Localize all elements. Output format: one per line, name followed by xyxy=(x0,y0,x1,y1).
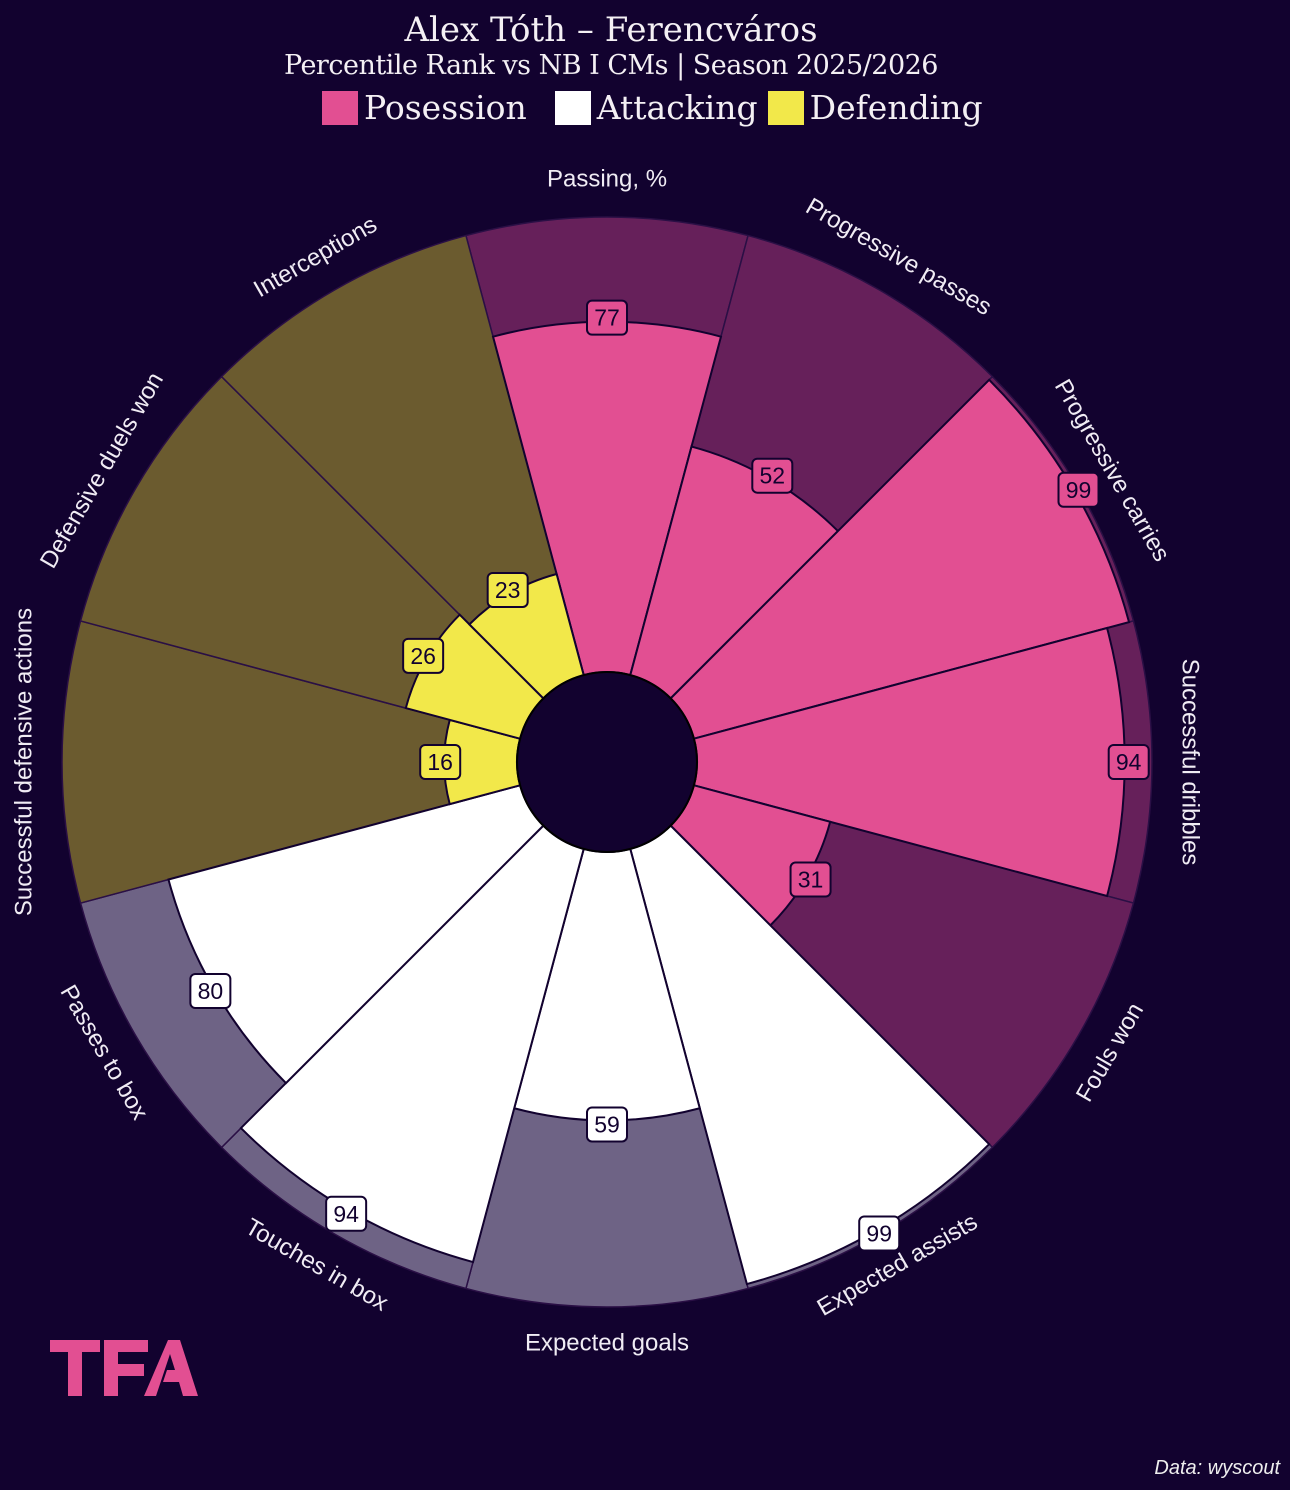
value-label-defensive-duels-won: 26 xyxy=(410,643,436,669)
category-label-passing: Passing, % xyxy=(547,165,667,192)
value-label-progressive-passes: 52 xyxy=(760,463,786,489)
value-label-box-fouls-won xyxy=(789,861,832,898)
value-label-box-touches-in-box xyxy=(325,1195,368,1232)
value-label-interceptions: 23 xyxy=(495,577,521,603)
legend-item-posession: Posession xyxy=(322,88,527,127)
legend-item-defending: Defending xyxy=(767,88,983,127)
value-label-box-defensive-duels-won xyxy=(402,637,445,674)
value-label-box-progressive-carries xyxy=(1057,471,1100,508)
value-label-box-expected-goals xyxy=(586,1106,628,1143)
data-source: Data: wyscout xyxy=(1154,1457,1280,1479)
value-label-box-successful-defensive-actions xyxy=(419,744,462,780)
value-label-box-expected-assists xyxy=(858,1215,901,1252)
value-label-expected-assists: 99 xyxy=(866,1221,892,1247)
value-label-passes-to-box: 80 xyxy=(198,978,224,1004)
value-label-box-passing xyxy=(586,299,628,336)
legend-item-attacking: Attacking xyxy=(554,88,758,127)
value-label-touches-in-box: 94 xyxy=(333,1201,359,1227)
legend-swatch-posession xyxy=(322,90,358,125)
value-label-fouls-won: 31 xyxy=(798,867,824,893)
chart-title: Alex Tóth – Ferencváros xyxy=(404,10,818,50)
value-label-box-successful-dribbles xyxy=(1107,744,1150,780)
category-label-expected-goals: Expected goals xyxy=(525,1329,689,1356)
legend-label: Attacking xyxy=(596,88,758,127)
value-label-successful-dribbles: 94 xyxy=(1116,749,1142,775)
legend-swatch-defending xyxy=(767,90,804,125)
category-label-successful-defensive-actions: Successful defensive actions xyxy=(10,608,37,916)
legend-label: Posession xyxy=(364,88,527,127)
legend-swatch-attacking xyxy=(554,90,591,125)
value-label-box-interceptions xyxy=(486,571,529,608)
value-label-successful-defensive-actions: 16 xyxy=(427,749,453,775)
category-label-successful-dribbles: Successful dribbles xyxy=(1177,659,1204,866)
chart-subtitle: Percentile Rank vs NB I CMs | Season 202… xyxy=(284,50,938,81)
legend: Posession Attacking Defending xyxy=(322,88,1011,127)
center-circle xyxy=(516,671,698,853)
tfa-logo xyxy=(50,1340,198,1396)
value-label-box-passes-to-box xyxy=(189,973,232,1009)
value-label-passing: 77 xyxy=(594,305,620,331)
value-label-progressive-carries: 99 xyxy=(1066,477,1092,503)
legend-label: Defending xyxy=(809,88,983,127)
value-label-box-progressive-passes xyxy=(751,457,794,494)
value-label-expected-goals: 59 xyxy=(594,1111,620,1137)
